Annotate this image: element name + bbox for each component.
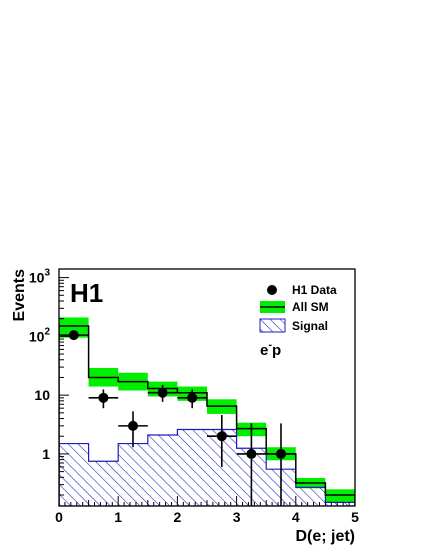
x-tick-label-4: 4 bbox=[292, 509, 300, 525]
data-marker-0 bbox=[68, 330, 79, 341]
y-tick-label-10: 10 bbox=[34, 387, 50, 403]
data-point-3 bbox=[147, 384, 178, 402]
all-sm-histogram bbox=[59, 325, 355, 506]
data-marker-5 bbox=[216, 431, 227, 442]
data-point-6 bbox=[236, 423, 267, 506]
data-point-7 bbox=[266, 423, 296, 506]
data-point-0 bbox=[59, 330, 89, 341]
axis-ticks bbox=[58, 277, 356, 506]
legend-signal-swatch bbox=[259, 318, 286, 333]
y-tick-label-100: 102 bbox=[29, 326, 51, 344]
h1-data-points bbox=[59, 330, 296, 506]
x-tick-label-1: 1 bbox=[114, 509, 122, 525]
x-tick-label-5: 5 bbox=[351, 509, 359, 525]
all-sm-band-bin-9 bbox=[325, 489, 355, 503]
annotation-sup: - bbox=[268, 339, 272, 351]
x-tick-labels: 0 1 2 3 4 5 bbox=[55, 509, 359, 525]
data-marker-2 bbox=[128, 420, 138, 431]
legend-signal-label: Signal bbox=[292, 319, 328, 333]
x-tick-label-0: 0 bbox=[55, 509, 63, 525]
annotation-beam: e-p bbox=[260, 339, 281, 359]
legend-data-marker bbox=[267, 285, 277, 295]
data-point-4 bbox=[177, 389, 207, 409]
data-point-1 bbox=[88, 389, 119, 409]
x-axis-title: D(e; jet) bbox=[295, 528, 355, 545]
data-marker-6 bbox=[246, 448, 257, 459]
x-tick-label-3: 3 bbox=[233, 509, 241, 525]
data-point-5 bbox=[207, 414, 237, 467]
data-marker-1 bbox=[98, 392, 109, 403]
y-tick-label-1000: 103 bbox=[29, 268, 51, 286]
y-axis-title: Events bbox=[11, 269, 28, 322]
data-point-2 bbox=[118, 411, 148, 448]
data-marker-4 bbox=[187, 392, 198, 403]
legend-allsm-label: All SM bbox=[292, 300, 329, 314]
annotation-base: e bbox=[260, 342, 268, 359]
logo-h1: H1 bbox=[70, 278, 103, 308]
data-marker-7 bbox=[276, 448, 286, 459]
legend: H1 Data All SM Signal bbox=[259, 283, 337, 333]
data-marker-3 bbox=[157, 387, 168, 398]
legend-data-label: H1 Data bbox=[292, 283, 337, 297]
all-sm-step-line bbox=[59, 325, 355, 506]
x-tick-label-2: 2 bbox=[174, 509, 182, 525]
y-tick-label-1: 1 bbox=[42, 446, 50, 462]
annotation-rest: p bbox=[272, 342, 281, 359]
all-sm-band-bin-0 bbox=[59, 317, 89, 338]
